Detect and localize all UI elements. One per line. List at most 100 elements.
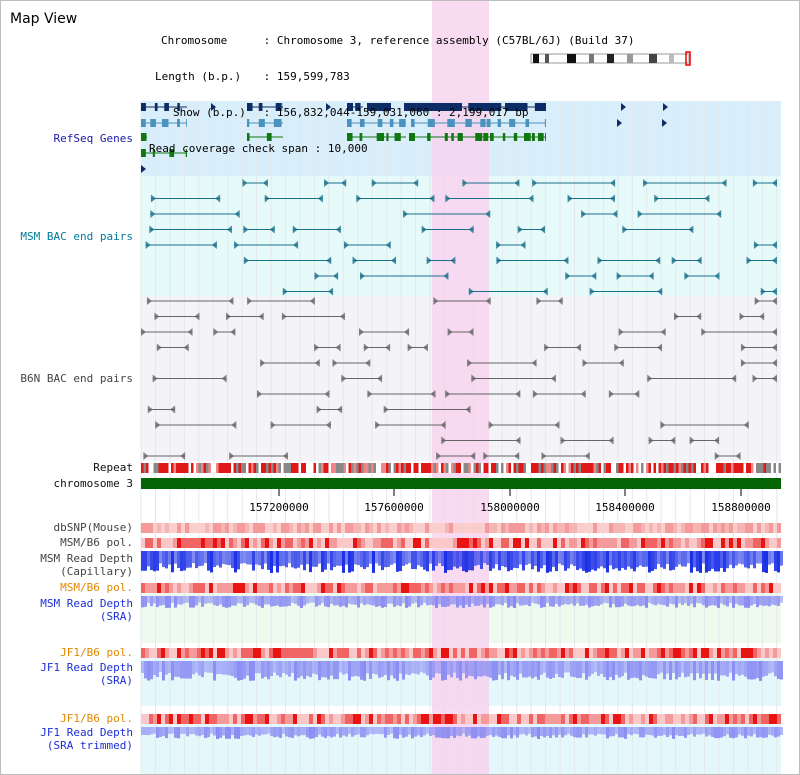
polymorphism-cell: [573, 523, 577, 533]
capillary-depth-bar: [234, 551, 237, 573]
polymorphism-cell: [509, 538, 513, 548]
repeat-bar: [188, 463, 191, 473]
track-label-dbsnp[interactable]: dbSNP(Mouse): [53, 521, 133, 534]
track-label-msm-depth-capillary[interactable]: MSM Read Depth: [40, 552, 133, 565]
msm-bac-end: [324, 179, 330, 187]
track-label-jf1-b6-pol[interactable]: JF1/B6 pol.: [60, 646, 133, 659]
capillary-depth-bar: [705, 551, 708, 573]
capillary-depth-bar: [726, 551, 729, 569]
track-label-msm-bac[interactable]: MSM BAC end pairs: [20, 230, 133, 243]
capillary-depth-bar: [354, 551, 357, 565]
polymorphism-cell: [177, 538, 181, 548]
polymorphism-cell: [541, 538, 545, 548]
jf1-sra-depth-bar: [303, 661, 306, 680]
polymorphism-cell: [149, 648, 153, 658]
polymorphism-cell: [665, 648, 669, 658]
jf1-sra-depth-bar: [744, 661, 747, 677]
msm-sra-depth-bar: [438, 596, 441, 605]
b6n-bac-end: [156, 343, 162, 352]
msm-sra-depth-bar: [744, 596, 747, 608]
polymorphism-cell: [485, 538, 489, 548]
msm-bac-end: [648, 272, 654, 280]
b6n-bac-end: [143, 452, 149, 460]
polymorphism-cell: [345, 583, 349, 593]
msm-sra-depth-bar: [330, 596, 333, 604]
repeat-bar: [583, 463, 586, 473]
repeat-bar: [158, 463, 161, 473]
b6n-bac-end: [554, 421, 560, 429]
jf1-trimmed-depth-bar: [159, 727, 162, 737]
polymorphism-cell: [309, 523, 313, 533]
msm-sra-depth-bar: [189, 596, 192, 608]
polymorphism-cell: [717, 538, 721, 548]
polymorphism-cell: [641, 648, 645, 658]
repeat-bar: [633, 463, 636, 473]
polymorphism-cell: [501, 648, 505, 658]
polymorphism-cell: [725, 538, 729, 548]
polymorphism-cell: [733, 714, 737, 724]
jf1-trimmed-depth-bar: [672, 727, 675, 739]
jf1-sra-depth-bar: [162, 661, 165, 681]
track-label-msm-b6-pol-2[interactable]: MSM/B6 pol.: [60, 581, 133, 594]
gene-exon: [150, 119, 156, 127]
jf1-sra-depth-bar: [606, 661, 609, 681]
jf1-trimmed-depth-bar: [246, 727, 249, 735]
jf1-trimmed-depth-bar: [573, 727, 576, 738]
polymorphism-cell: [325, 714, 329, 724]
polymorphism-cell: [397, 714, 401, 724]
capillary-depth-bar: [570, 551, 573, 565]
jf1-sra-depth-bar: [189, 661, 192, 679]
msm-sra-depth-bar: [633, 596, 636, 607]
jf1-sra-depth-bar: [393, 661, 396, 679]
track-label-msm-b6-pol[interactable]: MSM/B6 pol.: [60, 536, 133, 549]
b6n-bac-end: [256, 390, 262, 398]
polymorphism-cell: [161, 714, 165, 724]
jf1-sra-depth-bar: [270, 661, 273, 677]
jf1-trimmed-depth-bar: [408, 727, 411, 735]
polymorphism-cell: [217, 648, 221, 658]
polymorphism-cell: [693, 714, 697, 724]
track-label-refseq[interactable]: RefSeq Genes: [53, 132, 133, 145]
chromosome-ideogram[interactable]: [530, 51, 691, 66]
polymorphism-cell: [465, 523, 469, 533]
jf1-trimmed-depth-bar: [621, 727, 624, 738]
polymorphism-cell: [225, 523, 229, 533]
jf1-sra-depth-bar: [258, 661, 261, 674]
polymorphism-cell: [737, 583, 741, 593]
polymorphism-cell: [613, 523, 617, 533]
polymorphism-cell: [249, 523, 253, 533]
polymorphism-cell: [645, 714, 649, 724]
repeat-bar: [306, 463, 309, 473]
polymorphism-cell: [409, 714, 413, 724]
repeat-bar: [616, 463, 619, 473]
track-label-b6n-bac[interactable]: B6N BAC end pairs: [20, 372, 133, 385]
msm-bac-end: [371, 179, 377, 187]
msm-sra-depth-bar: [504, 596, 507, 603]
gene-exon: [475, 133, 483, 141]
msm-bac-end: [528, 194, 534, 203]
b6n-bac-end: [324, 390, 330, 398]
polymorphism-cell: [141, 714, 145, 724]
track-label-msm-depth-sra[interactable]: MSM Read Depth: [40, 597, 133, 610]
capillary-depth-bar: [597, 551, 600, 569]
gene-exon: [154, 103, 158, 111]
track-label-jf1-depth-trimmed[interactable]: JF1 Read Depth: [40, 726, 133, 739]
track-label-jf1-depth-sra[interactable]: JF1 Read Depth: [40, 661, 133, 674]
repeat-bar: [726, 463, 729, 473]
msm-bac-end: [565, 272, 571, 280]
polymorphism-cell: [721, 523, 725, 533]
repeat-bar: [143, 463, 146, 473]
track-label-chromosome[interactable]: chromosome 3: [53, 477, 133, 490]
track-label-repeat[interactable]: Repeat: [93, 461, 133, 474]
msm-sra-depth-bar: [477, 596, 480, 606]
jf1-trimmed-depth-bar: [432, 727, 435, 736]
polymorphism-cell: [693, 523, 697, 533]
capillary-depth-bar: [504, 551, 507, 568]
track-label-jf1-b6-pol-2[interactable]: JF1/B6 pol.: [60, 712, 133, 725]
repeat-bar: [331, 463, 334, 473]
b6n-bac-end: [325, 421, 331, 429]
capillary-depth-bar: [303, 551, 306, 571]
repeat-bar: [588, 463, 591, 473]
polymorphism-cell: [205, 538, 209, 548]
